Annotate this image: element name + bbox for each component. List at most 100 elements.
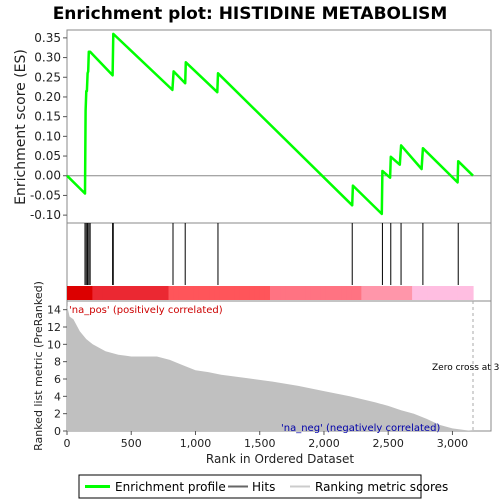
color-bar-segment (264, 286, 271, 300)
color-bar-segment (244, 286, 251, 300)
rank-y-tick-label: 2 (54, 408, 61, 421)
rank-color-bar (67, 286, 474, 300)
rank-y-tick-label: 6 (54, 373, 61, 386)
color-bar-segment (224, 286, 230, 300)
color-bar-segment (437, 286, 444, 300)
color-bar-segment (127, 286, 134, 300)
color-bar-segment (183, 286, 190, 300)
color-bar-segment (249, 286, 256, 300)
color-bar-segment (325, 286, 332, 300)
color-bar-segment (330, 286, 337, 300)
color-bar-segment (72, 286, 78, 300)
color-bar-segment (371, 286, 378, 300)
color-bar-segment (381, 286, 388, 300)
color-bar-segment (122, 286, 129, 300)
color-bar-segment (386, 286, 393, 300)
color-bar-segment (351, 286, 357, 300)
rank-metric-fill (67, 305, 473, 431)
es-y-tick-label: 0.25 (34, 70, 61, 84)
es-y-tick-label: 0.10 (34, 129, 61, 143)
es-y-tick-label: 0.35 (34, 31, 61, 45)
x-tick-label: 2,500 (372, 437, 404, 450)
color-bar-segment (82, 286, 88, 300)
rank-y-tick-label: 8 (54, 356, 61, 369)
color-bar-segment (300, 286, 307, 300)
color-bar-segment (462, 286, 469, 300)
color-bar-segment (376, 286, 383, 300)
color-bar-segment (254, 286, 261, 300)
color-bar-segment (92, 286, 99, 300)
color-bar-segment (219, 286, 225, 300)
color-bar-segment (366, 286, 373, 300)
color-bar-segment (158, 286, 165, 300)
rank-y-axis-label: Ranked list metric (PreRanked) (32, 281, 45, 451)
rank-x-axis-label: Rank in Ordered Dataset (206, 452, 354, 466)
color-bar-segment (229, 286, 236, 300)
color-bar-segment (356, 286, 362, 300)
color-bar-segment (107, 286, 114, 300)
hit-markers (84, 223, 459, 285)
color-bar-segment (310, 286, 317, 300)
color-bar-segment (467, 286, 474, 300)
color-bar-segment (432, 286, 439, 300)
color-bar-segment (305, 286, 312, 300)
color-bar-segment (209, 286, 215, 300)
color-bar-segment (239, 286, 246, 300)
rank-y-tick-label: 0 (54, 425, 61, 438)
color-bar-segment (97, 286, 104, 300)
color-bar-segment (422, 286, 428, 300)
es-y-ticks: 0.35 0.30 0.25 0.20 0.15 0.10 0.05 0.00 -0.05 -0.… (30, 31, 67, 222)
color-bar-segment (320, 286, 327, 300)
color-bar-segment (270, 286, 276, 300)
rank-y-tick-label: 10 (47, 338, 61, 351)
x-tick-label: 3,000 (437, 437, 469, 450)
legend-frame (78, 474, 422, 499)
color-bar-segment (396, 286, 403, 300)
es-panel-frame (66, 29, 492, 224)
color-bar-segment (442, 286, 449, 300)
es-y-axis-label: Enrichment score (ES) (13, 49, 29, 205)
color-bar-segment (87, 286, 93, 300)
color-bar-segment (138, 286, 144, 300)
rank-x-ticks: 0 500 1,000 1,500 2,000 2,500 3,000 (64, 431, 469, 450)
color-bar-segment (117, 286, 124, 300)
color-bar-segment (67, 286, 73, 300)
chart-title: Enrichment plot: HISTIDINE METABOLISM (53, 4, 448, 24)
legend-label-ranking-metric: Ranking metric scores (315, 480, 448, 494)
color-bar-segment (193, 286, 200, 300)
es-y-tick-label: -0.05 (30, 188, 61, 202)
x-tick-label: 1,000 (180, 437, 212, 450)
es-y-tick-label: 0.15 (34, 110, 61, 124)
color-bar-segment (401, 286, 408, 300)
color-bar-segment (412, 286, 418, 300)
neg-correlated-label: 'na_neg' (negatively correlated) (281, 423, 440, 434)
color-bar-segment (198, 286, 205, 300)
color-bar-segment (407, 286, 413, 300)
zero-cross-label: Zero cross at 3 (432, 363, 499, 373)
color-bar-segment (148, 286, 154, 300)
legend-label-enrichment-profile: Enrichment profile (115, 480, 226, 494)
color-bar-segment (280, 286, 286, 300)
x-tick-label: 1,500 (244, 437, 276, 450)
color-bar-segment (452, 286, 459, 300)
color-bar-segment (204, 286, 210, 300)
color-bar-segment (361, 286, 368, 300)
color-bar-segment (285, 286, 291, 300)
es-y-tick-label: 0.30 (34, 51, 61, 65)
color-bar-segment (290, 286, 296, 300)
rank-y-tick-label: 12 (47, 321, 61, 334)
color-bar-segment (153, 286, 159, 300)
color-bar-segment (295, 286, 302, 300)
color-bar-segment (234, 286, 241, 300)
color-bar-segment (178, 286, 185, 300)
color-bar-segment (259, 286, 266, 300)
color-bar-segment (447, 286, 454, 300)
color-bar-segment (77, 286, 83, 300)
es-y-tick-label: 0.00 (34, 169, 61, 183)
color-bar-segment (132, 286, 139, 300)
color-bar-segment (391, 286, 398, 300)
es-y-tick-label: 0.20 (34, 90, 61, 104)
color-bar-segment (417, 286, 423, 300)
color-bar-segment (341, 286, 347, 300)
es-y-tick-label: 0.05 (34, 149, 61, 163)
